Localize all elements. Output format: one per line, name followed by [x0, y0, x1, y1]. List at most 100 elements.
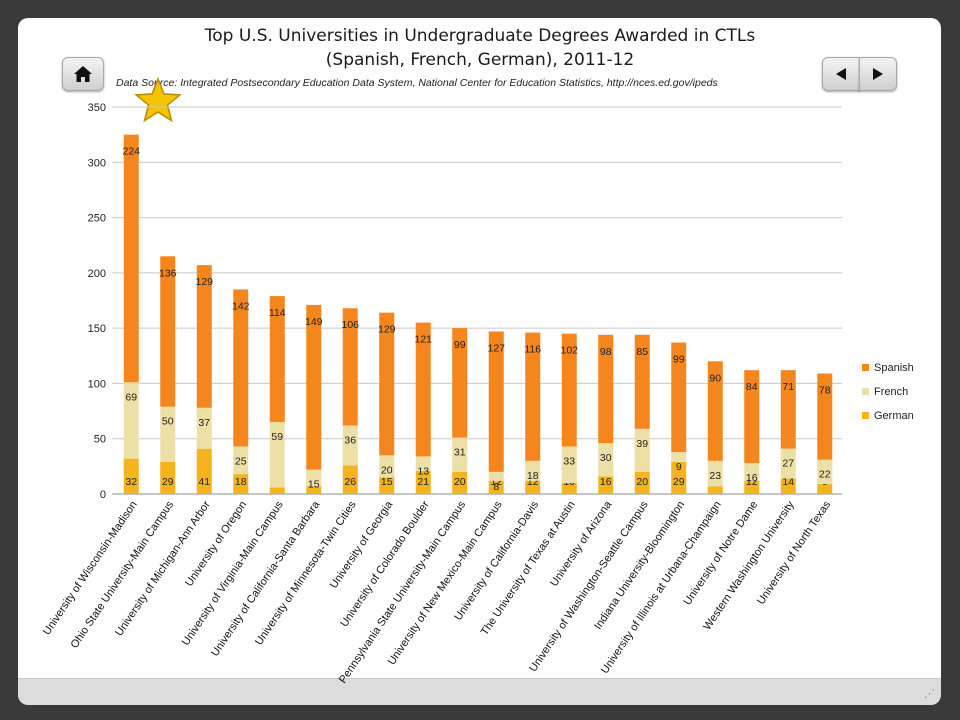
bar-segment-german: [561, 482, 577, 494]
data-label: 23: [709, 470, 721, 482]
bar-segment-french: [817, 459, 833, 485]
data-label: 84: [746, 381, 758, 393]
data-label: 12: [527, 476, 539, 488]
data-label: 149: [305, 316, 323, 328]
y-tick-label: 150: [88, 323, 106, 335]
bar-segment-french: [634, 428, 650, 472]
home-icon: [74, 66, 92, 82]
bar-segment-german: [123, 458, 139, 494]
home-button[interactable]: [62, 57, 104, 91]
bar-segment-french: [415, 456, 431, 471]
data-label: 15: [308, 479, 320, 491]
bar-segment-french: [707, 460, 723, 487]
legend-swatch-german: [862, 412, 869, 419]
bar-segment-spanish: [123, 134, 139, 383]
data-label: 129: [378, 324, 396, 336]
legend-label: French: [874, 386, 908, 398]
bar-segment-spanish: [160, 256, 176, 407]
data-label: 20: [381, 464, 393, 476]
bar-segment-german: [707, 486, 723, 494]
data-label: 31: [454, 447, 466, 459]
bar-segment-french: [598, 443, 614, 477]
data-label: 71: [782, 381, 794, 393]
data-label: 106: [341, 319, 359, 331]
resize-grip-icon[interactable]: ⋰: [924, 688, 935, 700]
bar-segment-german: [269, 487, 285, 494]
bar-segment-french: [342, 425, 358, 466]
bar-segment-german: [780, 478, 796, 494]
y-tick-label: 250: [88, 213, 106, 225]
data-label: 12: [746, 476, 758, 488]
data-label: 16: [600, 476, 612, 488]
data-label: 33: [563, 455, 575, 467]
bar-segment-french: [160, 406, 176, 462]
data-label: 90: [709, 372, 721, 384]
x-tick-label: University of Notre Dame: [682, 499, 761, 608]
data-label: 18: [527, 470, 539, 482]
bar-segment-french: [379, 455, 395, 478]
bar-segment-spanish: [415, 322, 431, 457]
data-label: 30: [600, 452, 612, 464]
bar-segment-french: [306, 469, 322, 487]
bar-segment-german: [160, 461, 176, 494]
bar-segment-spanish: [488, 331, 504, 472]
bar-segment-spanish: [196, 265, 212, 408]
bar-segment-german: [634, 471, 650, 494]
bar-segment-spanish: [379, 312, 395, 456]
data-label: 85: [636, 346, 648, 358]
bar-segment-german: [488, 480, 504, 494]
next-slide-button[interactable]: [859, 57, 897, 91]
bar-segment-spanish: [306, 304, 322, 470]
bar-segment-spanish: [634, 334, 650, 429]
bar-segment-german: [598, 476, 614, 494]
bar-segment-french: [452, 437, 468, 472]
data-label: 102: [560, 345, 578, 357]
bar-segment-german: [817, 484, 833, 494]
bar-segment-german: [452, 471, 468, 494]
bar-segment-spanish: [707, 361, 723, 461]
bottom-bar: ⋰: [18, 678, 941, 705]
bar-segment-french: [671, 451, 687, 462]
y-tick-label: 350: [88, 102, 106, 114]
previous-slide-button[interactable]: [822, 57, 860, 91]
legend-swatch-french: [862, 388, 869, 395]
bar-segment-german: [415, 470, 431, 494]
data-label: 78: [819, 384, 831, 396]
data-label: 13: [417, 465, 429, 477]
data-label: 22: [819, 469, 831, 481]
x-tick-label: University of North Texas: [755, 499, 833, 607]
bar-segment-french: [525, 460, 541, 481]
data-label: 142: [232, 300, 250, 312]
bar-segment-german: [525, 480, 541, 494]
bar-segment-spanish: [452, 328, 468, 438]
bar-segment-spanish: [817, 373, 833, 460]
data-label: 32: [125, 476, 137, 488]
bar-segment-spanish: [342, 308, 358, 426]
star-shape: [134, 76, 182, 123]
chart-source-note: Data Source: Integrated Postsecondary Ed…: [116, 77, 718, 89]
legend-label: Spanish: [874, 362, 914, 374]
bar-segment-french: [780, 448, 796, 479]
data-label: 20: [636, 476, 648, 488]
data-label: 12: [490, 476, 502, 488]
bar-segment-german: [671, 461, 687, 494]
bar-segment-french: [561, 446, 577, 483]
y-tick-label: 0: [100, 489, 106, 501]
legend-swatch-spanish: [862, 364, 869, 371]
legend-label: German: [874, 410, 914, 422]
data-label: 27: [782, 458, 794, 470]
data-label: 136: [159, 267, 177, 279]
bar-segment-spanish: [671, 342, 687, 452]
chart-bars: 3269224295013641371291825142659114715149…: [122, 134, 833, 494]
data-label: 36: [344, 434, 356, 446]
data-label: 59: [271, 431, 283, 443]
data-label: 99: [454, 339, 466, 351]
y-tick-label: 50: [94, 434, 106, 446]
bar-segment-german: [196, 448, 212, 494]
bar-segment-german: [306, 486, 322, 494]
bar-segment-german: [744, 480, 760, 494]
data-label: 9: [676, 461, 682, 473]
bar-segment-french: [744, 463, 760, 481]
chart-gridlines: [112, 106, 842, 495]
